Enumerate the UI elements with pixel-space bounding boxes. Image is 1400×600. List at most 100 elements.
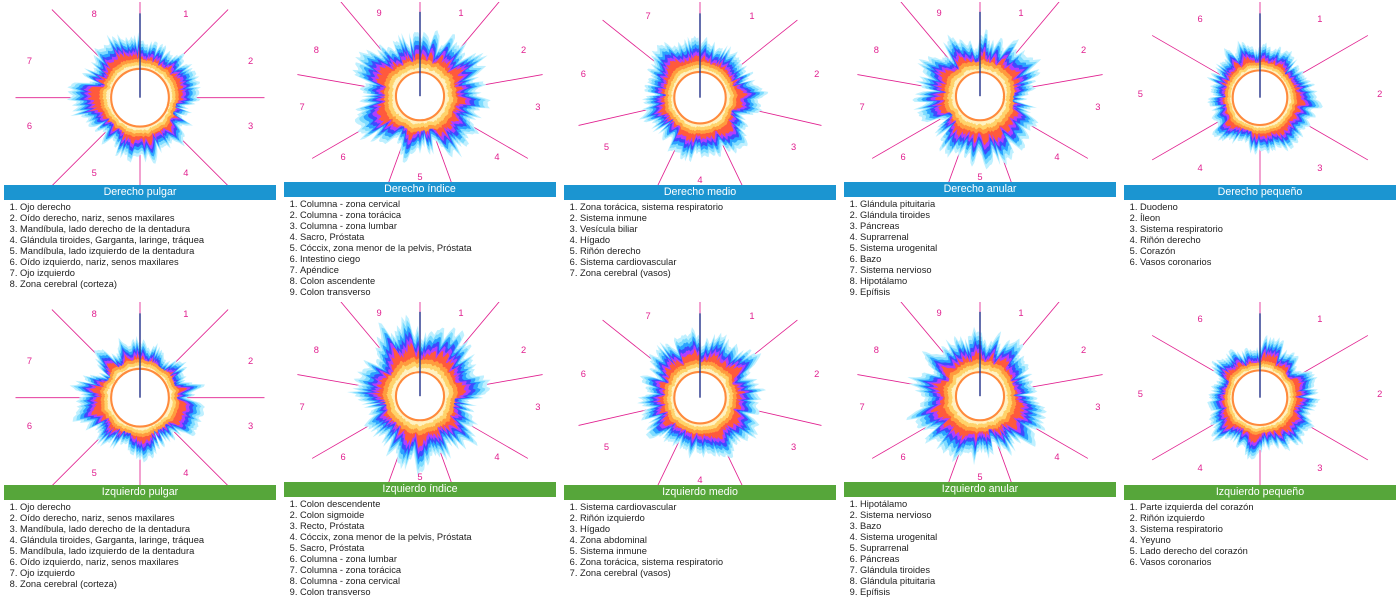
legend-item: Colon ascendente — [300, 276, 554, 287]
finger-cell: 123456Izquierdo pequeñoParte izquierda d… — [1120, 300, 1400, 600]
legend-item: Colon sigmoide — [300, 510, 554, 521]
legend-item: Columna - zona lumbar — [300, 221, 554, 232]
legend-item: Glándula tiroides, Garganta, laringe, tr… — [20, 535, 274, 546]
finger-cell: 1234567Izquierdo medioSistema cardiovasc… — [560, 300, 840, 600]
legend-item: Corazón — [1140, 246, 1394, 257]
sector-legend: Columna - zona cervicalColumna - zona to… — [284, 197, 556, 300]
finger-cell: 1234567Derecho medioZona torácica, siste… — [560, 0, 840, 300]
legend-item: Oído derecho, nariz, senos maxilares — [20, 213, 274, 224]
legend-item: Hipotálamo — [860, 499, 1114, 510]
sector-legend: Sistema cardiovascularRiñón izquierdoHíg… — [564, 500, 836, 600]
legend-item: Páncreas — [860, 554, 1114, 565]
legend-item: Sistema cardiovascular — [580, 257, 834, 268]
legend-item: Mandíbula, lado derecho de la dentadura — [20, 524, 274, 535]
legend-item: Glándula pituitaria — [860, 576, 1114, 587]
legend-item: Riñón derecho — [1140, 235, 1394, 246]
finger-cell: 123456789Derecho índiceColumna - zona ce… — [280, 0, 560, 300]
legend-item: Mandíbula, lado izquierdo de la dentadur… — [20, 246, 274, 257]
legend-item: Sistema inmune — [580, 546, 834, 557]
legend-item: Colon transverso — [300, 287, 554, 298]
legend-item: Hipotálamo — [860, 276, 1114, 287]
legend-item: Zona torácica, sistema respiratorio — [580, 202, 834, 213]
legend-item: Oído izquierdo, nariz, senos maxilares — [20, 557, 274, 568]
legend-item: Glándula pituitaria — [860, 199, 1114, 210]
legend-item: Íleon — [1140, 213, 1394, 224]
aura-chart: 123456789 — [844, 2, 1116, 182]
sector-legend: Colon descendenteColon sigmoideRecto, Pr… — [284, 497, 556, 600]
legend-item: Lado derecho del corazón — [1140, 546, 1394, 557]
legend-item: Zona cerebral (vasos) — [580, 568, 834, 579]
legend-item: Yeyuno — [1140, 535, 1394, 546]
finger-title: Derecho índice — [284, 182, 556, 197]
sector-legend: Ojo derechoOído derecho, nariz, senos ma… — [4, 500, 276, 600]
legend-item: Hígado — [580, 235, 834, 246]
legend-item: Sacro, Próstata — [300, 232, 554, 243]
sector-legend: Ojo derechoOído derecho, nariz, senos ma… — [4, 200, 276, 300]
finger-title: Derecho pequeño — [1124, 185, 1396, 200]
finger-title: Derecho pulgar — [4, 185, 276, 200]
legend-item: Columna - zona lumbar — [300, 554, 554, 565]
legend-item: Vasos coronarios — [1140, 557, 1394, 568]
legend-item: Vasos coronarios — [1140, 257, 1394, 268]
legend-item: Sistema urogenital — [860, 243, 1114, 254]
legend-item: Ojo izquierdo — [20, 568, 274, 579]
aura-chart: 123456789 — [284, 2, 556, 182]
finger-title: Derecho medio — [564, 185, 836, 200]
legend-item: Sistema inmune — [580, 213, 834, 224]
legend-item: Columna - zona cervical — [300, 576, 554, 587]
legend-item: Mandíbula, lado izquierdo de la dentadur… — [20, 546, 274, 557]
legend-item: Vesícula biliar — [580, 224, 834, 235]
aura-chart: 12345678 — [4, 2, 276, 185]
aura-chart: 1234567 — [564, 2, 836, 185]
sector-legend: Zona torácica, sistema respiratorioSiste… — [564, 200, 836, 300]
legend-item: Glándula tiroides, Garganta, laringe, tr… — [20, 235, 274, 246]
sector-legend: Glándula pituitariaGlándula tiroidesPánc… — [844, 197, 1116, 300]
legend-item: Cóccix, zona menor de la pelvis, Próstat… — [300, 532, 554, 543]
finger-cell: 12345678Izquierdo pulgarOjo derechoOído … — [0, 300, 280, 600]
sector-legend: HipotálamoSistema nerviosoBazoSistema ur… — [844, 497, 1116, 600]
legend-item: Hígado — [580, 524, 834, 535]
legend-item: Oído izquierdo, nariz, senos maxilares — [20, 257, 274, 268]
finger-cell: 12345678Derecho pulgarOjo derechoOído de… — [0, 0, 280, 300]
finger-title: Izquierdo anular — [844, 482, 1116, 497]
legend-item: Apéndice — [300, 265, 554, 276]
aura-chart: 123456 — [1124, 2, 1396, 185]
legend-item: Zona cerebral (vasos) — [580, 268, 834, 279]
legend-item: Zona cerebral (corteza) — [20, 579, 274, 590]
legend-item: Columna - zona cervical — [300, 199, 554, 210]
finger-cell: 123456789Izquierdo índiceColon descenden… — [280, 300, 560, 600]
aura-chart: 123456789 — [844, 302, 1116, 482]
legend-item: Zona abdominal — [580, 535, 834, 546]
legend-item: Zona torácica, sistema respiratorio — [580, 557, 834, 568]
legend-item: Glándula tiroides — [860, 210, 1114, 221]
legend-item: Duodeno — [1140, 202, 1394, 213]
legend-item: Intestino ciego — [300, 254, 554, 265]
legend-item: Suprarrenal — [860, 232, 1114, 243]
legend-item: Riñón izquierdo — [580, 513, 834, 524]
finger-cell: 123456789Izquierdo anularHipotálamoSiste… — [840, 300, 1120, 600]
legend-item: Oído derecho, nariz, senos maxilares — [20, 513, 274, 524]
legend-item: Sistema nervioso — [860, 265, 1114, 276]
legend-item: Zona cerebral (corteza) — [20, 279, 274, 290]
sector-legend: Parte izquierda del corazónRiñón izquier… — [1124, 500, 1396, 600]
legend-item: Columna - zona torácica — [300, 565, 554, 576]
legend-item: Epífisis — [860, 287, 1114, 298]
finger-title: Izquierdo pulgar — [4, 485, 276, 500]
sector-legend: DuodenoÍleonSistema respiratorioRiñón de… — [1124, 200, 1396, 300]
finger-title: Izquierdo pequeño — [1124, 485, 1396, 500]
legend-item: Bazo — [860, 254, 1114, 265]
legend-item: Bazo — [860, 521, 1114, 532]
row-derecho: 12345678Derecho pulgarOjo derechoOído de… — [0, 0, 1400, 300]
legend-item: Suprarrenal — [860, 543, 1114, 554]
row-izquierdo: 12345678Izquierdo pulgarOjo derechoOído … — [0, 300, 1400, 600]
finger-title: Derecho anular — [844, 182, 1116, 197]
legend-item: Ojo derecho — [20, 202, 274, 213]
aura-chart: 123456789 — [284, 302, 556, 482]
legend-item: Cóccix, zona menor de la pelvis, Próstat… — [300, 243, 554, 254]
finger-cell: 123456Derecho pequeñoDuodenoÍleonSistema… — [1120, 0, 1400, 300]
legend-item: Sistema nervioso — [860, 510, 1114, 521]
aura-chart: 12345678 — [4, 302, 276, 485]
legend-item: Ojo derecho — [20, 502, 274, 513]
legend-item: Sistema urogenital — [860, 532, 1114, 543]
legend-item: Sistema respiratorio — [1140, 524, 1394, 535]
